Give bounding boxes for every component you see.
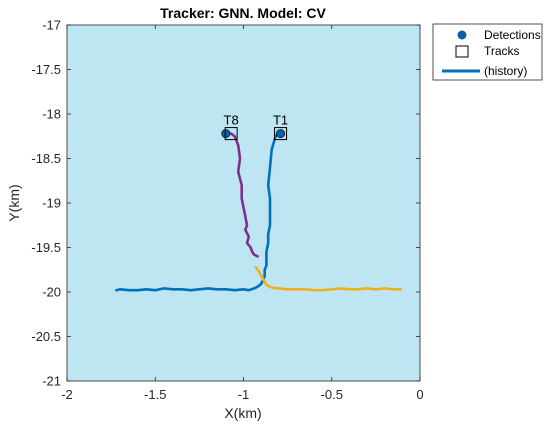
y-tick-label: -17.5 [31,62,61,77]
x-ticks: -2 -1.5 -1 -0.5 0 [61,25,424,402]
y-tick-label: -19 [42,196,61,211]
series-layer [115,130,402,292]
marker-layer: T1 T8 [221,113,288,141]
track-marker-t8 [224,127,238,141]
y-tick-label: -19.5 [31,240,61,255]
y-tick-label: -17 [42,18,61,33]
legend[interactable]: Detections Tracks (history) [432,23,543,81]
x-tick-label: -2 [61,387,73,402]
legend-history-label: (history) [484,64,527,78]
legend-tracks-label: Tracks [484,44,520,58]
detection-point-1 [221,129,231,139]
track-marker-t1 [274,127,288,141]
track-label-t1: T1 [273,113,288,128]
legend-tracks-marker [455,45,469,58]
series-line-1 [229,132,259,258]
detection-point-0 [276,129,286,139]
legend-detections-label: Detections [484,28,541,42]
y-tick-label: -18 [42,107,61,122]
y-tick-label: -20.5 [31,329,61,344]
x-tick-label: -0.5 [321,387,343,402]
series-line-2 [254,265,402,292]
y-tick-label: -20 [42,285,61,300]
y-tick-label: -21 [42,374,61,389]
legend-detections-marker [457,30,467,40]
x-tick-label: -1 [238,387,250,402]
chart-title: Tracker: GNN. Model: CV [160,5,326,21]
x-tick-label: -1.5 [144,387,166,402]
track-label-t8: T8 [224,113,239,128]
y-tick-label: -18.5 [31,151,61,166]
x-axis-label: X(km) [224,405,261,421]
y-ticks: -17 -17.5 -18 -18.5 -19 -19.5 -20 -20.5 -21 [31,18,420,389]
x-tick-label: 0 [416,387,423,402]
y-axis-label: Y(km) [6,184,22,221]
series-line-0 [115,130,282,292]
